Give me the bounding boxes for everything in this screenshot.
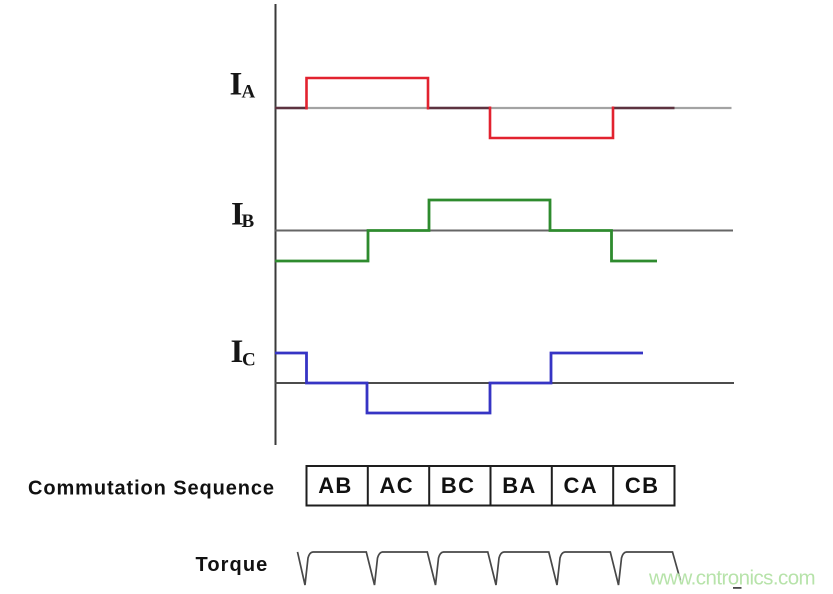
svg-text:CA: CA [564,473,598,498]
svg-text:BC: BC [441,473,475,498]
svg-text:I: I [231,334,244,370]
svg-text:AC: AC [380,473,414,498]
svg-text:BA: BA [502,473,536,498]
svg-text:Commutation Sequence: Commutation Sequence [28,478,275,500]
svg-text:B: B [242,211,255,232]
svg-text:AB: AB [318,473,352,498]
svg-text:I: I [231,197,244,233]
svg-text:Torque: Torque [196,554,269,576]
svg-text:A: A [242,82,256,103]
svg-text:C: C [242,350,256,371]
svg-text:I: I [230,67,243,103]
svg-text:www.cntronics.com: www.cntronics.com [648,567,815,590]
svg-text:CB: CB [625,473,659,498]
